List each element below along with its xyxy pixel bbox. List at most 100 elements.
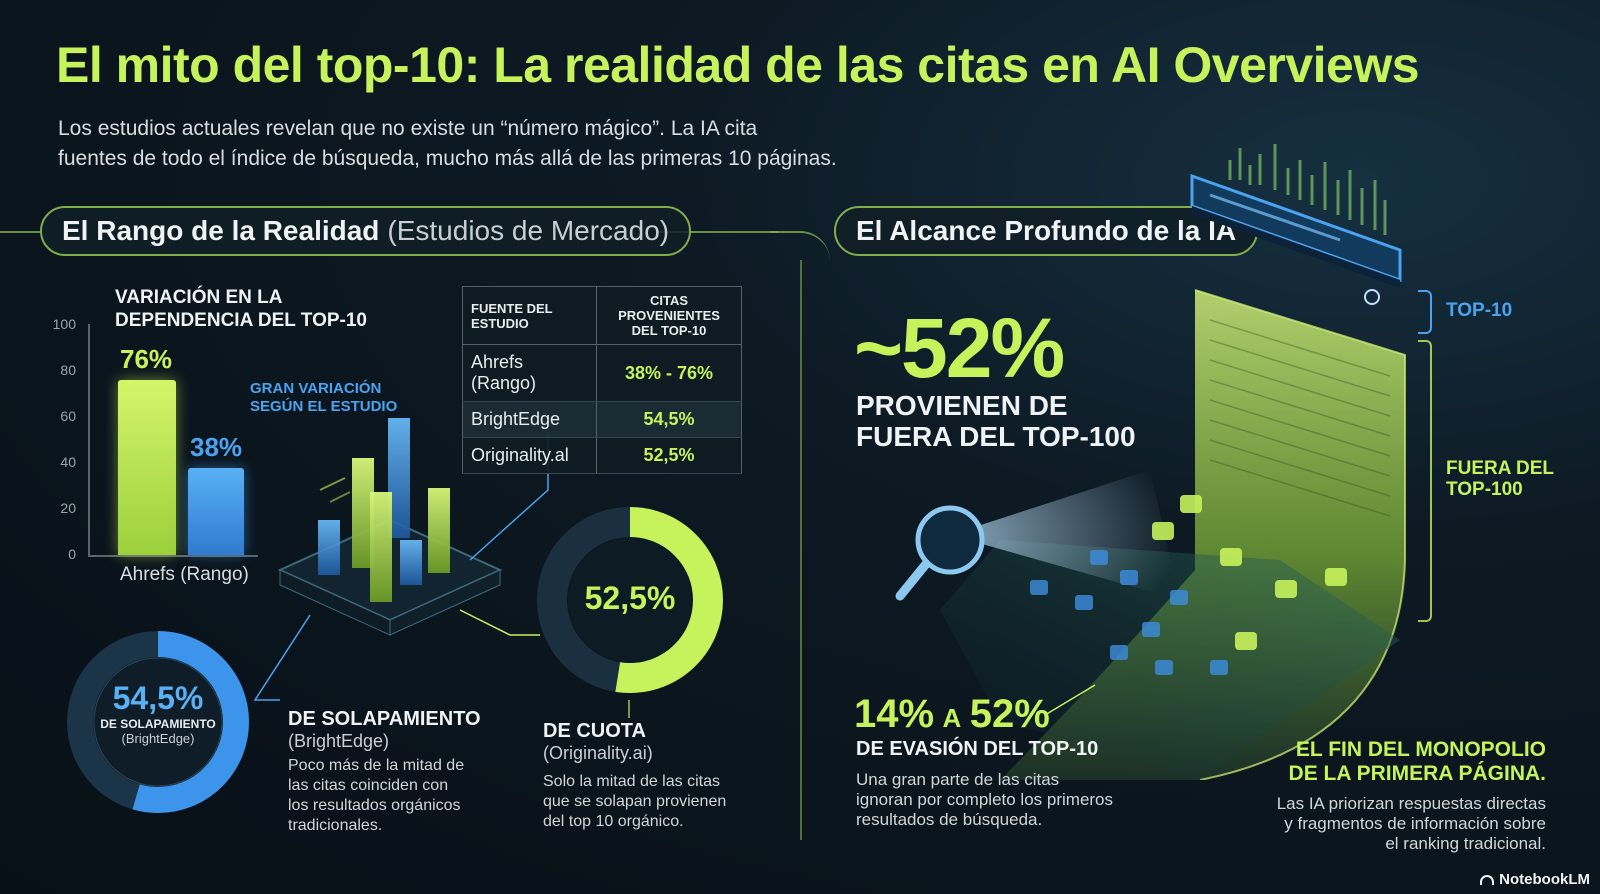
monopoly-title-line: EL FIN DEL MONOPOLIO [1295, 738, 1546, 761]
evasion-title: DE EVASIÓN DEL TOP-10 [856, 738, 1099, 760]
stat-description: Poco más de la mitad de las citas coinci… [288, 756, 498, 836]
chart-title-line: DEPENDENCIA DEL TOP-10 [115, 310, 367, 331]
x-axis-line [88, 555, 258, 557]
brand-name: NotebookLM [1499, 871, 1590, 888]
stat-source: (BrightEdge) [288, 731, 390, 751]
page-title: El mito del top-10: La realidad de las c… [56, 37, 1420, 93]
y-tick-label: 0 [68, 546, 76, 562]
stat-desc-line: tradicionales. [288, 817, 383, 834]
subtitle-line: Los estudios actuales revelan que no exi… [58, 117, 758, 140]
donut-originality-value: 52,5% [584, 580, 676, 616]
desc-line: ignoran por completo los primeros [856, 790, 1114, 809]
table-cell-source: Originality.al [462, 437, 597, 474]
x-category-label: Ahrefs (Rango) [120, 564, 249, 585]
stat-desc-line: los resultados orgánicos [288, 797, 461, 814]
y-axis-line [88, 324, 90, 556]
section-pill-bold: El Rango de la Realidad [62, 215, 380, 246]
monopoly-title-line: DE LA PRIMERA PÁGINA. [1288, 762, 1546, 785]
evasion-connector [1044, 684, 1096, 716]
donut-brightedge-value: 54,5% [112, 680, 204, 716]
top10-bracket [1418, 290, 1432, 334]
subtitle-line: fuentes de todo el índice de búsqueda, m… [58, 147, 837, 170]
stat-desc-line: Solo la mitad de las citas [543, 773, 720, 790]
study-table: FUENTE DEL ESTUDIO CITAS PROVENIENTES DE… [462, 286, 742, 474]
connector-line-donut [253, 614, 311, 701]
monopoly-description: Las IA priorizan respuestas directas y f… [1277, 794, 1546, 854]
table-header-row: FUENTE DEL ESTUDIO CITAS PROVENIENTES DE… [462, 286, 742, 345]
stat-desc-line: que se solapan provienen [543, 793, 727, 810]
top10-label: TOP-10 [1446, 300, 1513, 321]
isometric-bars-illustration [277, 418, 503, 636]
section-pill-ai-reach: El Alcance Profundo de la IA [834, 206, 1259, 256]
donut-brightedge-arc [67, 631, 249, 813]
table-header-citations: CITAS PROVENIENTES DEL TOP-10 [596, 286, 742, 345]
callout-line: SEGÚN EL ESTUDIO [250, 398, 398, 415]
y-tick-label: 40 [60, 454, 76, 470]
big-label-line: PROVIENEN DE [856, 390, 1068, 421]
bar-value-label: 38% [190, 431, 243, 462]
table-cell-source: Ahrefs (Rango) [462, 344, 597, 402]
brand-watermark: NotebookLM [1480, 871, 1590, 888]
bar-ahrefs-high [118, 380, 176, 555]
brightedge-stat: DE SOLAPAMIENTO (BrightEdge) Poco más de… [288, 708, 498, 836]
originality-stat: DE CUOTA (Originality.ai) Solo la mitad … [543, 720, 743, 832]
page-subtitle: Los estudios actuales revelan que no exi… [58, 114, 878, 174]
chart-title-line: VARIACIÓN EN LA [115, 287, 283, 308]
outside-bracket [1418, 340, 1432, 622]
desc-line: Las IA priorizan respuestas directas [1276, 794, 1546, 813]
range-from: 14% [854, 692, 935, 736]
callout-line: GRAN VARIACIÓN [250, 380, 382, 397]
stat-title: DE CUOTA [543, 720, 646, 742]
section-pill-reality: El Rango de la Realidad (Estudios de Mer… [40, 206, 692, 256]
variation-callout: GRAN VARIACIÓN SEGÚN EL ESTUDIO [250, 380, 397, 416]
bar-value-label: 76% [120, 344, 173, 375]
study-table-wrapper: FUENTE DEL ESTUDIO CITAS PROVENIENTES DE… [462, 286, 742, 474]
section-pill-label: El Alcance Profundo de la IA [856, 215, 1237, 246]
y-axis: 100 80 60 40 20 0 [46, 316, 86, 566]
y-tick-label: 60 [60, 408, 76, 424]
y-tick-label: 20 [60, 500, 76, 516]
desc-line: Una gran parte de las citas [856, 770, 1060, 789]
donut-brightedge-inner-label: DE SOLAPAMIENTO [100, 717, 216, 731]
range-to: 52% [969, 692, 1050, 736]
stat-desc-line: del top 10 orgánico. [543, 813, 684, 830]
table-row: BrightEdge 54,5% [462, 401, 742, 438]
table-cell-source: BrightEdge [462, 401, 597, 438]
chart-title: VARIACIÓN EN LA DEPENDENCIA DEL TOP-10 [115, 286, 367, 332]
evasion-range: 14% A 52% [854, 692, 1050, 737]
table-cell-value: 38% - 76% [596, 344, 742, 402]
stat-source: (Originality.ai) [543, 743, 653, 763]
y-tick-label: 80 [60, 362, 76, 378]
donut-brightedge-inner-sub: (BrightEdge) [121, 731, 195, 746]
donut-brightedge-center: 54,5% DE SOLAPAMIENTO (BrightEdge) [60, 680, 256, 746]
bar-ahrefs-low [188, 467, 244, 555]
notebooklm-icon [1480, 874, 1495, 885]
desc-line: y fragmentos de información sobre [1284, 814, 1546, 833]
donut-originality-arc [537, 507, 723, 693]
stat-title: DE SOLAPAMIENTO [288, 708, 481, 730]
desc-line: resultados de búsqueda. [856, 810, 1043, 829]
stat-desc-line: Poco más de la mitad de [288, 757, 465, 774]
evasion-description: Una gran parte de las citas ignoran por … [856, 770, 1113, 830]
table-row: Originality.al 52,5% [462, 437, 742, 474]
section-pill-light: (Estudios de Mercado) [387, 215, 670, 246]
big-percentage: ~52% [854, 301, 1065, 395]
range-mid: A [942, 703, 962, 733]
section-divider [800, 260, 802, 840]
divider-curve [770, 231, 830, 261]
outside-label-line: TOP-100 [1446, 479, 1523, 500]
donut-brightedge [67, 631, 249, 813]
big-percentage-label: PROVIENEN DE FUERA DEL TOP-100 [856, 390, 1136, 452]
stat-desc-line: las citas coinciden con [288, 777, 449, 794]
donut-originality [537, 507, 723, 693]
table-cell-value: 52,5% [596, 437, 742, 474]
y-tick-label: 100 [52, 316, 76, 332]
outside-top100-label: FUERA DEL TOP-100 [1446, 458, 1554, 500]
big-label-line: FUERA DEL TOP-100 [856, 421, 1136, 452]
donut-connector [628, 700, 630, 718]
search-index-illustration [895, 144, 1406, 780]
table-cell-value: 54,5% [596, 401, 742, 438]
divider-line [0, 231, 40, 233]
desc-line: el ranking tradicional. [1385, 834, 1546, 853]
table-header-source: FUENTE DEL ESTUDIO [462, 286, 597, 345]
